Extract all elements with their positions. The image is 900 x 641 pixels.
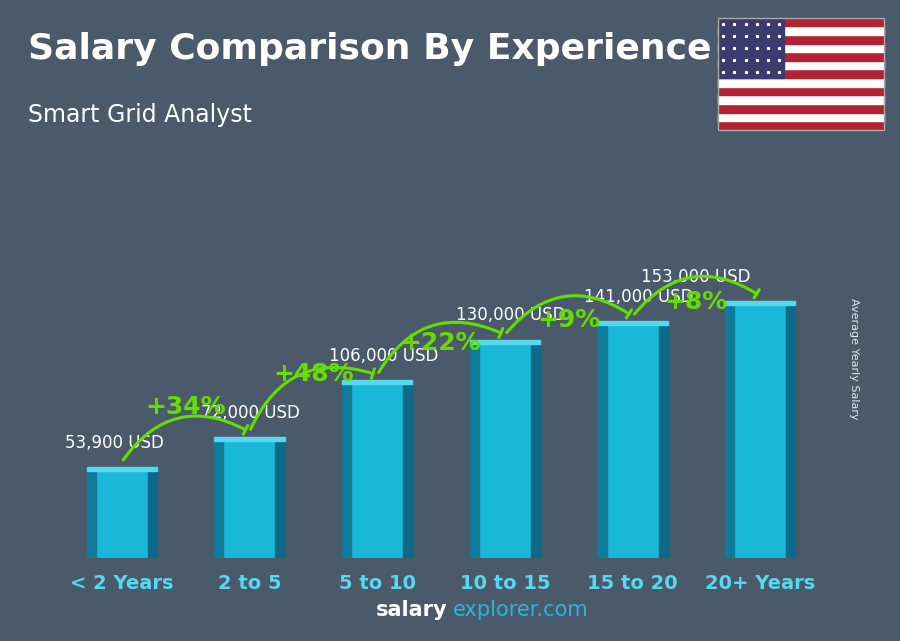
Bar — [342, 380, 412, 384]
Bar — [718, 18, 884, 26]
Bar — [342, 380, 412, 558]
Text: Average Yearly Salary: Average Yearly Salary — [849, 298, 859, 420]
Bar — [718, 18, 884, 129]
Bar — [86, 467, 157, 558]
Bar — [725, 301, 796, 305]
Bar — [718, 44, 884, 52]
Bar — [718, 104, 884, 113]
Bar — [470, 340, 540, 558]
Text: +22%: +22% — [400, 331, 482, 355]
Text: Smart Grid Analyst: Smart Grid Analyst — [28, 103, 252, 127]
Bar — [86, 467, 95, 558]
Bar — [659, 321, 668, 558]
Text: +34%: +34% — [145, 395, 226, 419]
Text: +48%: +48% — [273, 362, 354, 386]
Bar — [470, 340, 540, 344]
Bar — [718, 26, 884, 35]
Bar — [342, 380, 351, 558]
Bar — [214, 437, 223, 558]
Text: +8%: +8% — [665, 290, 728, 314]
Text: explorer.com: explorer.com — [453, 600, 589, 620]
Bar — [403, 380, 412, 558]
Bar — [531, 340, 540, 558]
Text: salary: salary — [375, 600, 447, 620]
Text: 141,000 USD: 141,000 USD — [584, 288, 694, 306]
Bar — [718, 18, 785, 78]
Text: 130,000 USD: 130,000 USD — [456, 306, 566, 324]
Bar — [787, 301, 796, 558]
Text: +9%: +9% — [537, 308, 600, 332]
Bar — [718, 96, 884, 104]
Bar — [598, 321, 607, 558]
Bar — [275, 437, 284, 558]
Bar — [598, 321, 668, 558]
Bar — [148, 467, 157, 558]
Text: 153,000 USD: 153,000 USD — [641, 268, 750, 286]
Bar — [718, 35, 884, 44]
Bar — [725, 301, 796, 558]
Bar — [86, 467, 157, 471]
Bar — [718, 52, 884, 61]
Text: 72,000 USD: 72,000 USD — [201, 404, 300, 422]
Bar — [718, 121, 884, 129]
Bar — [470, 340, 479, 558]
Bar — [725, 301, 734, 558]
Bar — [214, 437, 284, 558]
Bar — [718, 61, 884, 69]
Bar — [718, 113, 884, 121]
Bar — [718, 87, 884, 96]
Bar — [718, 69, 884, 78]
Text: Salary Comparison By Experience: Salary Comparison By Experience — [28, 33, 712, 67]
Bar — [214, 437, 284, 441]
Bar — [718, 78, 884, 87]
Text: 106,000 USD: 106,000 USD — [328, 347, 438, 365]
Bar — [598, 321, 668, 326]
Text: 53,900 USD: 53,900 USD — [66, 434, 165, 452]
